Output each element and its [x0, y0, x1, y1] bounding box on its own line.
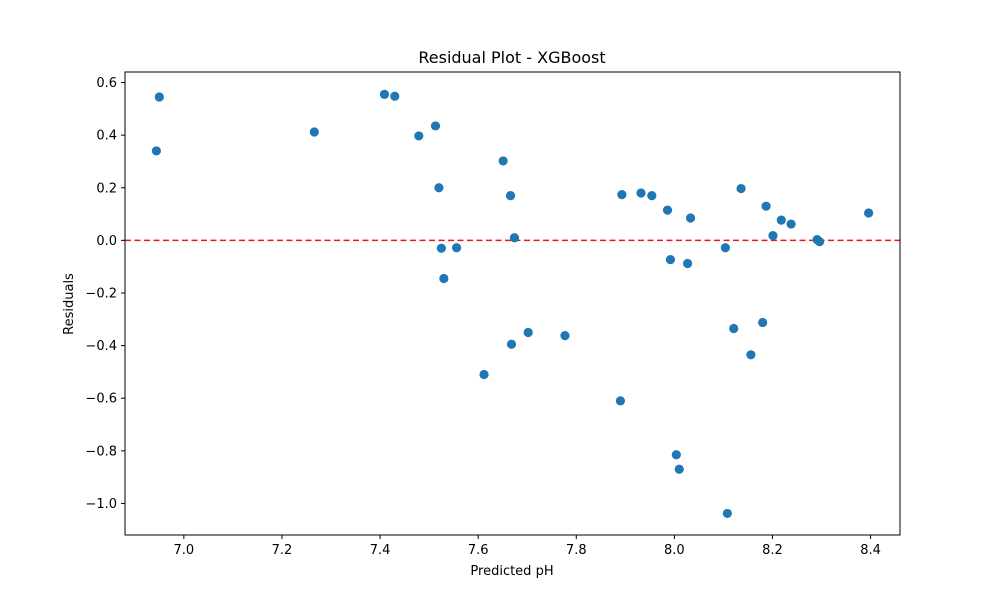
data-point — [662, 205, 673, 215]
data-point — [151, 146, 161, 156]
data-point — [434, 183, 444, 193]
data-point — [685, 213, 696, 223]
x-tick-label: 8.2 — [762, 543, 783, 558]
y-tick-label: −0.6 — [85, 392, 117, 407]
y-tick-label: 0.2 — [96, 181, 117, 196]
y-tick-label: 0.6 — [96, 76, 117, 91]
data-point — [430, 121, 441, 131]
data-point — [746, 350, 756, 360]
data-point — [509, 233, 520, 243]
y-tick-label: −0.2 — [85, 286, 117, 301]
x-axis-label: Predicted pH — [470, 564, 553, 579]
x-tick-label: 7.8 — [566, 543, 587, 558]
x-tick-label: 8.0 — [664, 543, 685, 558]
data-point — [786, 219, 796, 229]
data-point — [479, 369, 489, 380]
data-point — [722, 508, 732, 519]
data-point — [439, 273, 449, 284]
y-tick-label: −1.0 — [85, 497, 117, 512]
data-point — [636, 188, 646, 198]
y-tick-label: −0.4 — [85, 339, 117, 354]
data-point — [729, 323, 739, 334]
data-point — [505, 191, 516, 201]
data-point — [720, 243, 730, 253]
data-point — [414, 131, 424, 141]
data-point — [451, 243, 462, 253]
data-point — [154, 92, 164, 102]
data-point — [506, 339, 517, 349]
data-point — [776, 215, 786, 225]
data-point — [768, 231, 778, 241]
data-point — [615, 396, 626, 406]
data-point — [758, 317, 768, 328]
data-point — [436, 243, 446, 253]
data-point — [683, 258, 693, 269]
x-tick-label: 7.4 — [370, 543, 391, 558]
data-point — [498, 156, 508, 166]
data-point — [647, 191, 657, 201]
data-point — [665, 254, 676, 265]
x-tick-label: 7.0 — [174, 543, 195, 558]
data-point — [617, 189, 627, 200]
data-point — [523, 327, 533, 338]
data-point — [736, 183, 746, 194]
data-point — [390, 91, 400, 101]
data-point — [761, 201, 771, 211]
plot-area-frame — [124, 71, 901, 536]
data-point — [814, 237, 825, 247]
y-tick-label: 0.0 — [96, 234, 117, 249]
data-point — [674, 464, 684, 474]
x-tick-label: 7.2 — [272, 543, 293, 558]
x-tick-label: 8.4 — [860, 543, 881, 558]
chart-title: Residual Plot - XGBoost — [418, 48, 605, 67]
data-point — [379, 89, 390, 99]
data-point — [309, 127, 319, 137]
x-tick-label: 7.6 — [468, 543, 489, 558]
y-tick-label: −0.8 — [85, 444, 117, 459]
y-tick-label: 0.4 — [96, 129, 117, 144]
data-point — [560, 330, 570, 341]
data-point — [864, 208, 874, 218]
data-point — [671, 450, 681, 460]
y-axis: −1.0 −0.8 −0.6 −0.4 −0.2 0.0 0.2 0.4 0.6 — [85, 76, 125, 512]
y-axis-label: Residuals — [62, 273, 77, 335]
x-axis: 7.0 7.2 7.4 7.6 7.8 8.0 8.2 8.4 — [174, 535, 881, 558]
